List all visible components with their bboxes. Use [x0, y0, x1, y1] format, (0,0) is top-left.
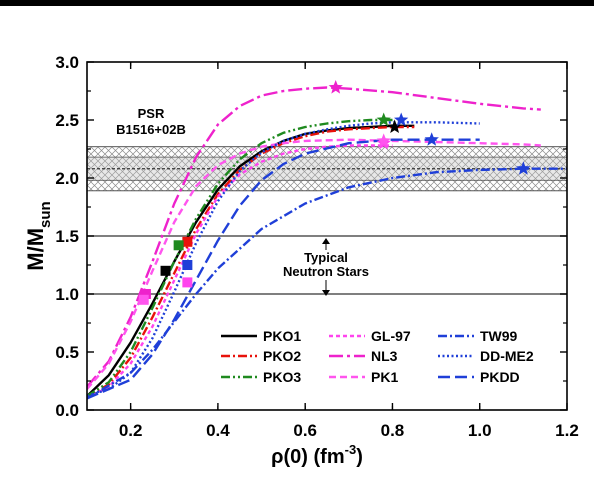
series-line-dd-me2	[87, 121, 480, 398]
series-line-gl-97	[87, 144, 393, 400]
y-tick-label: 0.0	[55, 401, 79, 420]
y-tick-label: 2.0	[55, 169, 79, 188]
y-tick-label: 0.5	[55, 343, 79, 362]
psr-label-line1: PSR	[138, 106, 165, 121]
x-axis-title-main: ρ(0) (fm	[271, 446, 344, 468]
legend-label-pko1: PKO1	[263, 328, 301, 344]
y-axis-title: M/Msun	[23, 201, 54, 270]
series-line-pko1	[87, 124, 415, 397]
x-tick-label: 0.6	[293, 421, 317, 440]
typical-label-line1: Typical	[304, 250, 348, 265]
legend-label-nl3: NL3	[371, 348, 398, 364]
marker-star-pko3	[376, 112, 391, 127]
series-curves	[87, 86, 567, 400]
legend-label-gl-97: GL-97	[371, 328, 411, 344]
legend-label-pko2: PKO2	[263, 348, 301, 364]
top-border-bar	[0, 0, 594, 6]
x-tick-label: 0.8	[381, 421, 405, 440]
legend-label-dd-me2: DD-ME2	[480, 348, 534, 364]
axis-ticks: 0.2 0.4 0.6 0.8 1.0 1.2 0.0 0.5 1.0 1.5 2.0 2.5 3.0	[55, 53, 578, 440]
marker-square-nl3	[140, 289, 151, 299]
x-tick-label: 1.2	[555, 421, 579, 440]
typical-range-arrow	[322, 238, 330, 296]
legend-label-pko3: PKO3	[263, 369, 301, 385]
marker-square-gl-97	[182, 277, 193, 288]
y-tick-label: 1.5	[55, 227, 79, 246]
series-line-pko3	[87, 118, 393, 398]
marker-square-pko1	[160, 265, 171, 276]
series-markers	[138, 80, 531, 305]
x-tick-label: 1.0	[468, 421, 492, 440]
psr-label-line2: B1516+02B	[116, 122, 186, 137]
psr-constraint-band	[86, 146, 568, 192]
legend-label-tw99: TW99	[480, 328, 518, 344]
marker-star-nl3	[328, 80, 343, 94]
typical-label-line2: Neutron Stars	[283, 264, 369, 279]
series-line-tw99	[87, 167, 567, 400]
y-tick-label: 1.0	[55, 285, 79, 304]
marker-square-pko2	[182, 236, 193, 247]
marker-star-pk1	[376, 133, 391, 147]
marker-square-pk1	[138, 294, 149, 305]
marker-star-pkdd	[424, 132, 439, 146]
x-tick-label: 0.4	[206, 421, 230, 440]
marker-star-pko1	[387, 119, 402, 133]
marker-star-tw99	[516, 161, 531, 175]
marker-star-dd-me2	[394, 112, 409, 127]
legend-label-pkdd: PKDD	[480, 369, 520, 385]
y-tick-label: 3.0	[55, 53, 79, 72]
legend: PKO1 PKO2 PKO3 GL-97 NL3 PK1 TW99 DD-ME2 PKDD	[221, 328, 534, 385]
legend-label-pk1: PK1	[371, 369, 398, 385]
y-axis-title-main: M/M	[23, 228, 48, 271]
y-axis-title-subscript: sun	[37, 201, 54, 228]
marker-square-pko3	[173, 240, 184, 251]
x-axis-title-superscript: -3	[345, 442, 357, 457]
x-tick-label: 0.2	[119, 421, 143, 440]
x-axis-title: ρ(0) (fm-3)	[271, 442, 363, 468]
series-line-pk1	[87, 138, 541, 390]
y-tick-label: 2.5	[55, 111, 79, 130]
series-line-nl3	[87, 86, 541, 388]
x-axis-title-tail: )	[356, 446, 363, 468]
marker-square-dd-me2	[182, 260, 193, 270]
